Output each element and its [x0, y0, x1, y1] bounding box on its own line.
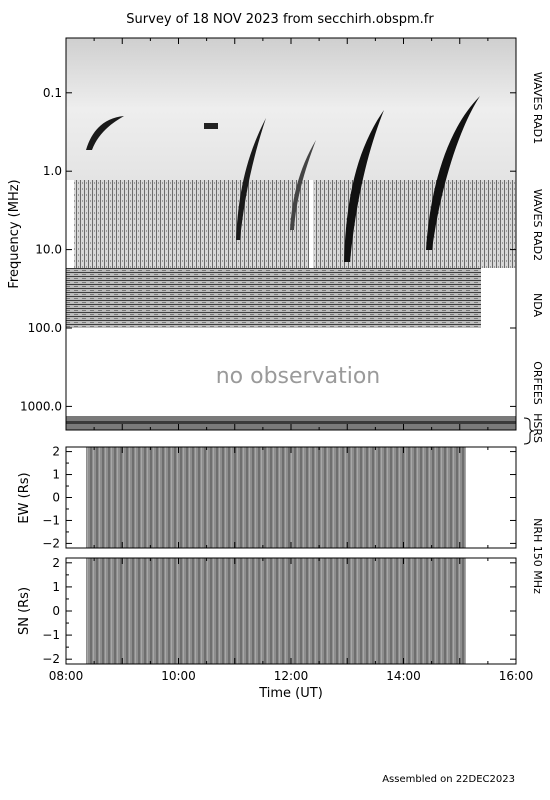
- footer-assembled: Assembled on 22DEC2023: [382, 774, 515, 785]
- ew-y-tick-label-3: −1: [42, 513, 60, 527]
- burst-1030-blob: [204, 123, 218, 129]
- time-tick-label-4: 16:00: [499, 669, 534, 683]
- nda-band: [66, 268, 481, 328]
- ew-ylabel: EW (Rs): [17, 472, 32, 523]
- sn-y-tick-label-3: −1: [42, 628, 60, 642]
- label-rad2: WAVES RAD2: [531, 189, 544, 261]
- burst-1130: [290, 140, 316, 230]
- ew-y-tick-label-4: −2: [42, 536, 60, 550]
- time-tick-label-2: 12:00: [274, 669, 309, 683]
- nrh-sn-panel: SN (Rs) 2 1 0 −1 −2 08:00 10:00 12:00 14:00 16:0…: [17, 556, 533, 701]
- spectrum-y-tick-label-3: 100.0: [28, 321, 62, 335]
- sn-x-ticks: 08:00 10:00 12:00 14:00 16:00: [49, 558, 534, 683]
- spectrum-y-tick-label-1: 1.0: [43, 164, 62, 178]
- ew-y-tick-label-2: 0: [52, 491, 60, 505]
- orfees-band-stripe: [66, 421, 516, 424]
- label-nda: NDA: [531, 293, 544, 318]
- sn-y-tick-label-0: 2: [52, 556, 60, 570]
- time-tick-label-1: 10:00: [161, 669, 196, 683]
- sn-y-ticks: 2 1 0 −1 −2: [42, 556, 516, 666]
- nrh-ew-panel: EW (Rs) 2 1 0 −1 −2: [17, 445, 517, 550]
- time-xlabel: Time (UT): [258, 686, 323, 701]
- burst-1440: [426, 96, 480, 250]
- sn-y-tick-label-4: −2: [42, 652, 60, 666]
- nrh-sn-image: [86, 558, 466, 664]
- burst-0830: [86, 116, 124, 150]
- spectrum-panel: no observation Frequency (MHz) 0.1 1.0 10.…: [7, 37, 544, 445]
- hsrs-brace: [523, 417, 535, 445]
- no-observation-label: no observation: [216, 364, 381, 389]
- label-rad1: WAVES RAD1: [531, 72, 544, 144]
- ew-x-ticks: [65, 447, 517, 548]
- sn-ylabel: SN (Rs): [17, 587, 32, 635]
- rad2-gap-1: [309, 180, 313, 268]
- time-tick-label-0: 08:00: [49, 669, 84, 683]
- ew-y-tick-label-1: 1: [52, 468, 60, 482]
- nrh-ew-image: [86, 447, 466, 548]
- ew-y-tick-label-0: 2: [52, 445, 60, 459]
- sn-y-tick-label-1: 1: [52, 580, 60, 594]
- rad1-band: [66, 38, 516, 180]
- spectrum-y-ticks: 0.1 1.0 10.0 100.0 1000.0: [20, 86, 516, 413]
- sn-y-tick-label-2: 0: [52, 604, 60, 618]
- label-nrh: NRH 150 MHz: [531, 518, 544, 594]
- time-tick-label-3: 14:00: [386, 669, 421, 683]
- burst-1100: [236, 118, 266, 240]
- burst-1300: [344, 110, 384, 262]
- rad2-band: [74, 180, 516, 268]
- spectrum-x-ticks: [65, 38, 517, 430]
- spectrum-y-tick-label-2: 10.0: [35, 243, 62, 257]
- ew-y-ticks: 2 1 0 −1 −2: [42, 445, 516, 550]
- label-hsrs: HSRS: [531, 413, 544, 443]
- spectrum-y-tick-label-4: 1000.0: [20, 399, 62, 413]
- chart-title: Survey of 18 NOV 2023 from secchirh.obsp…: [126, 12, 434, 27]
- label-orfees: ORFEES: [531, 361, 544, 405]
- spectrum-y-tick-label-0: 0.1: [43, 86, 62, 100]
- spectrum-ylabel: Frequency (MHz): [7, 179, 22, 288]
